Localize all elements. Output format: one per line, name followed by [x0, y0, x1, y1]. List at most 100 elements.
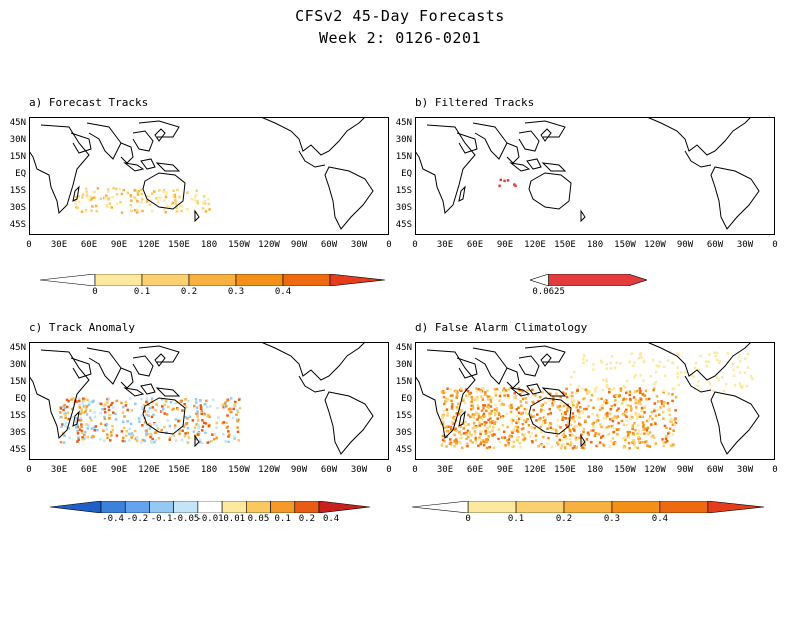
map-d-shading-cell — [510, 406, 514, 409]
map-c-shading-cell — [110, 434, 113, 437]
map-d-shading-cell — [619, 389, 623, 392]
map-d-shading-cell — [577, 401, 581, 404]
map-d-shading-cell — [455, 394, 459, 397]
map-d-shading-cell — [564, 434, 567, 438]
lon-label: 30W — [736, 465, 754, 475]
map-c-shading-cell — [195, 406, 199, 409]
map-d-shading-cell — [707, 360, 710, 363]
map-c-shading-cell — [176, 408, 180, 411]
map-d-shading-cell — [483, 421, 487, 424]
map-d-shading-cell — [567, 426, 570, 430]
map-d-shading-cell — [577, 384, 581, 388]
map-c-shading-cell — [99, 438, 102, 441]
map-d-shading-cell — [520, 404, 523, 407]
map-d-shading-cell — [592, 425, 596, 429]
colorbar-c-segment — [50, 501, 102, 513]
map-d-shading-cell — [652, 387, 656, 390]
map-c-shading-cell — [79, 416, 83, 420]
map-d-shading-cell — [457, 402, 460, 406]
map-d-shading-cell — [578, 436, 581, 439]
map-c-shading-cell — [77, 418, 81, 422]
map-d-shading-cell — [555, 392, 558, 395]
map-d-shading-cell — [469, 415, 472, 419]
map-d-shading-cell — [485, 446, 489, 450]
map-c-shading-cell — [200, 409, 203, 413]
map-d-shading-cell — [547, 436, 550, 440]
map-d-shading-cell — [497, 411, 501, 415]
map-c-shading-cell — [192, 430, 196, 433]
map-c-shading-cell — [108, 414, 111, 417]
map-a-shading-cell — [126, 191, 129, 195]
coastline — [518, 130, 540, 152]
map-d-shading-cell — [459, 441, 462, 445]
colorbar-a-segment — [94, 274, 143, 286]
map-d-shading-cell — [559, 395, 562, 399]
map-d-shading-cell — [440, 444, 444, 447]
map-c-shading-cell — [223, 405, 227, 409]
map-d-shading-cell — [477, 388, 480, 391]
map-border — [415, 117, 775, 235]
map-a-shading-cell — [135, 211, 139, 214]
map-c-shading-cell — [131, 434, 135, 437]
map-d-shading-cell — [638, 400, 641, 403]
map-d-shading-cell — [634, 401, 638, 405]
map-a-shading-cell — [85, 192, 89, 195]
map-c-shading-cell — [124, 434, 128, 437]
map-d-shading-cell — [478, 436, 481, 439]
map-d-shading-cell — [558, 408, 562, 412]
map-d-shading-cell — [455, 412, 458, 415]
map-a-shading-cell — [115, 193, 119, 196]
colorbar-c-segment — [149, 501, 174, 513]
map-a-shading-cell — [90, 209, 93, 212]
map-c-shading-cell — [79, 410, 82, 413]
map-c-shading-cell — [150, 441, 154, 444]
map-d-shading-cell — [519, 446, 522, 449]
map-d-shading-cell — [508, 434, 512, 437]
map-d-shading-cell — [633, 446, 637, 449]
map-d-shading-cell — [655, 395, 659, 398]
map-c-shading-cell — [91, 435, 95, 438]
map-d-shading-cell — [449, 388, 452, 391]
map-c-shading-cell — [233, 435, 236, 438]
map-d-shading-cell — [645, 429, 649, 432]
map-d-shading-cell — [609, 439, 612, 443]
map-d-shading-cell — [451, 416, 455, 420]
map-d-shading-cell — [505, 412, 508, 416]
map-d-shading-cell — [746, 366, 750, 369]
map-d-shading-cell — [462, 399, 465, 402]
map-c-shading-cell — [196, 410, 199, 413]
map-d-shading-cell — [573, 425, 577, 428]
map-d-shading-cell — [625, 379, 629, 382]
coastline — [138, 345, 180, 363]
map-d-shading-cell — [474, 436, 477, 440]
map-d-shading-cell — [662, 441, 665, 444]
map-c-shading-cell — [90, 419, 93, 422]
map-c-shading-cell — [98, 402, 102, 405]
map-d-shading-cell — [649, 415, 652, 418]
map-c-shading-cell — [148, 407, 152, 410]
map-d-shading-cell — [654, 442, 657, 445]
map-border — [29, 342, 389, 460]
lat-label: 30S — [395, 203, 412, 213]
map-d-shading-cell — [499, 392, 502, 395]
map-c-shading-cell — [103, 411, 107, 414]
map-d-shading-cell — [518, 388, 522, 392]
map-d-shading-cell — [473, 413, 476, 416]
lat-label: EQ — [401, 169, 412, 179]
map-d-shading-cell — [484, 393, 487, 396]
map-d-shading-cell — [614, 441, 617, 445]
map-d-shading-cell — [655, 408, 659, 412]
map-d-shading-cell — [527, 393, 530, 397]
map-d-shading-cell — [651, 417, 654, 421]
coastline — [72, 410, 80, 427]
map-d-shading-cell — [582, 354, 586, 357]
map-d-shading-cell — [564, 446, 567, 450]
map-c-shading-cell — [67, 417, 70, 421]
map-d-shading-cell — [599, 405, 602, 409]
map-d-shading-cell — [597, 433, 601, 436]
map-d-shading-cell — [548, 423, 551, 427]
lat-label: 30S — [395, 428, 412, 438]
map-d-shading-cell — [524, 420, 528, 424]
map-c-shading-cell — [171, 434, 174, 438]
map-c-shading-cell — [85, 423, 88, 426]
